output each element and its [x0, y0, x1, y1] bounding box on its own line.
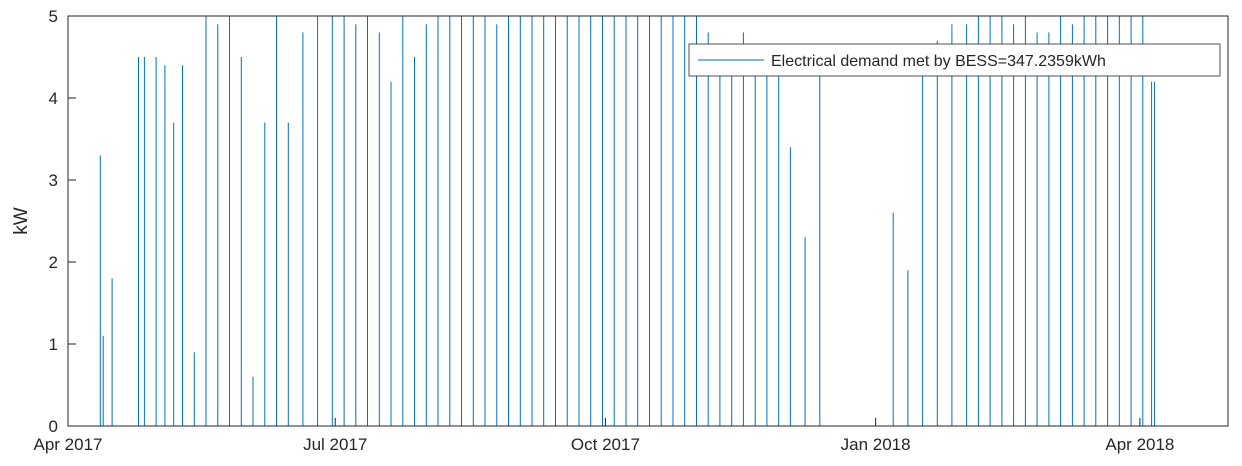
legend: Electrical demand met by BESS=347.2359kW…: [688, 43, 1221, 77]
plot-background: [68, 16, 1228, 426]
y-axis-label: kW: [11, 207, 32, 235]
y-tick-label: 0: [49, 417, 58, 436]
x-tick-label: Apr 2018: [1105, 435, 1174, 454]
x-tick-label: Jan 2018: [841, 435, 911, 454]
x-tick-label: Apr 2017: [34, 435, 103, 454]
x-tick-label: Oct 2017: [571, 435, 640, 454]
x-axis: Apr 2017 Jul 2017 Oct 2017 Jan 2018 Apr 2018: [34, 418, 1174, 454]
legend-box: [688, 43, 1221, 77]
y-tick-label: 2: [49, 253, 58, 272]
y-tick-label: 3: [49, 171, 58, 190]
y-tick-label: 1: [49, 335, 58, 354]
y-tick-label: 5: [49, 7, 58, 26]
x-tick-label: Jul 2017: [303, 435, 367, 454]
y-tick-label: 4: [49, 89, 58, 108]
legend-entry: Electrical demand met by BESS=347.2359kW…: [771, 53, 1106, 70]
plot-frame: [67, 15, 1229, 427]
